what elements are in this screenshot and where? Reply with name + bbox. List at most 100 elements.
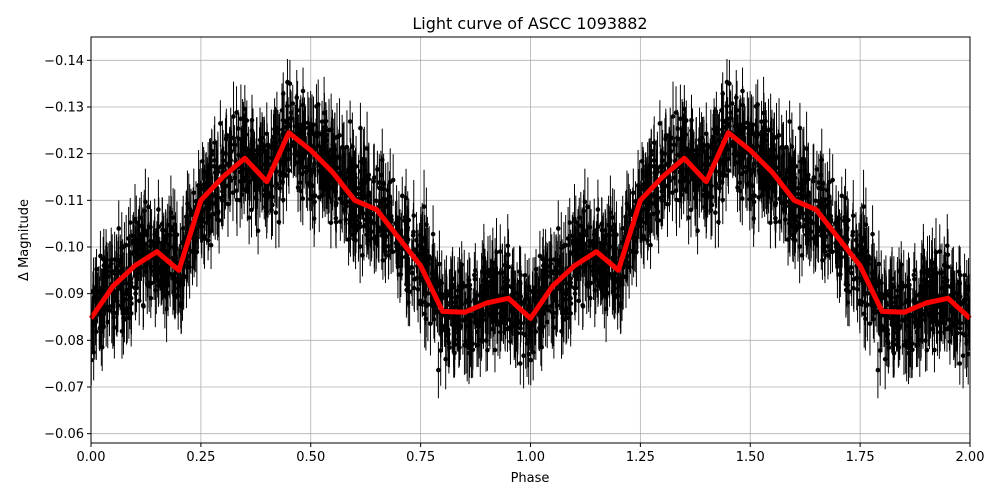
data-point bbox=[447, 345, 452, 350]
data-point bbox=[142, 227, 147, 232]
data-point bbox=[473, 320, 478, 325]
data-point bbox=[880, 296, 885, 301]
data-point bbox=[219, 196, 224, 201]
data-point bbox=[961, 331, 966, 336]
data-point bbox=[559, 246, 564, 251]
data-point bbox=[667, 154, 672, 159]
data-point bbox=[857, 299, 862, 304]
data-point bbox=[412, 277, 417, 282]
data-point bbox=[582, 242, 587, 247]
data-point bbox=[358, 126, 363, 131]
data-point bbox=[740, 196, 745, 201]
data-point bbox=[300, 196, 305, 201]
data-point bbox=[424, 303, 429, 308]
data-point bbox=[209, 175, 214, 180]
data-point bbox=[126, 236, 131, 241]
data-point bbox=[269, 208, 274, 213]
data-point bbox=[786, 237, 791, 242]
data-point bbox=[801, 181, 806, 186]
data-point bbox=[428, 321, 433, 326]
data-point bbox=[338, 196, 343, 201]
data-point bbox=[141, 304, 146, 309]
data-point bbox=[312, 216, 317, 221]
data-point bbox=[787, 119, 792, 124]
data-point bbox=[955, 296, 960, 301]
data-point bbox=[812, 236, 817, 241]
data-point bbox=[908, 313, 913, 318]
data-point bbox=[906, 278, 911, 283]
data-point bbox=[861, 204, 866, 209]
data-point bbox=[274, 210, 279, 215]
data-point bbox=[226, 202, 231, 207]
data-point bbox=[600, 266, 605, 271]
data-point bbox=[815, 167, 820, 172]
data-point bbox=[845, 237, 850, 242]
data-point bbox=[545, 274, 550, 279]
data-point bbox=[830, 178, 835, 183]
data-point bbox=[488, 314, 493, 319]
data-point bbox=[665, 202, 670, 207]
data-point bbox=[361, 181, 366, 186]
data-point bbox=[156, 207, 161, 212]
data-point bbox=[777, 196, 782, 201]
data-point bbox=[212, 158, 217, 163]
data-point bbox=[391, 178, 396, 183]
data-point bbox=[329, 220, 334, 225]
data-point bbox=[296, 185, 301, 190]
data-point bbox=[751, 122, 756, 127]
data-point bbox=[574, 286, 579, 291]
data-point bbox=[227, 154, 232, 159]
data-point bbox=[735, 185, 740, 190]
data-point bbox=[649, 149, 654, 154]
data-point bbox=[644, 220, 649, 225]
data-point bbox=[410, 271, 415, 276]
data-point bbox=[305, 182, 310, 187]
data-point bbox=[398, 229, 403, 234]
data-point bbox=[655, 211, 660, 216]
data-point bbox=[329, 127, 334, 132]
data-point bbox=[107, 308, 112, 313]
data-point bbox=[116, 226, 121, 231]
data-point bbox=[871, 317, 876, 322]
data-point bbox=[780, 145, 785, 150]
data-point bbox=[958, 273, 963, 278]
data-point bbox=[156, 283, 161, 288]
data-point bbox=[713, 210, 718, 215]
data-point bbox=[343, 217, 348, 222]
data-point bbox=[391, 249, 396, 254]
data-point bbox=[648, 175, 653, 180]
data-point bbox=[605, 291, 610, 296]
data-point bbox=[404, 196, 409, 201]
data-point bbox=[845, 267, 850, 272]
data-point bbox=[216, 211, 221, 216]
data-point bbox=[494, 250, 499, 255]
data-point bbox=[642, 237, 647, 242]
data-point bbox=[547, 308, 552, 313]
data-point bbox=[783, 217, 788, 222]
data-point bbox=[439, 281, 444, 286]
data-point bbox=[709, 145, 714, 150]
data-point bbox=[558, 264, 563, 269]
data-point bbox=[934, 250, 939, 255]
data-point bbox=[625, 220, 630, 225]
data-point bbox=[920, 312, 925, 317]
data-point bbox=[91, 350, 96, 355]
data-point bbox=[160, 266, 165, 271]
data-point bbox=[93, 297, 98, 302]
data-point bbox=[348, 119, 353, 124]
data-point bbox=[910, 341, 915, 346]
data-point bbox=[668, 178, 673, 183]
data-point bbox=[209, 243, 214, 248]
data-point bbox=[152, 232, 157, 237]
data-point bbox=[422, 204, 427, 209]
data-point bbox=[737, 180, 742, 185]
data-point bbox=[790, 144, 795, 149]
data-point bbox=[755, 102, 760, 107]
data-point bbox=[166, 291, 171, 296]
data-point bbox=[765, 177, 770, 182]
data-point bbox=[556, 226, 561, 231]
data-point bbox=[532, 297, 537, 302]
data-point bbox=[833, 221, 838, 226]
data-point bbox=[202, 237, 207, 242]
data-point bbox=[627, 206, 632, 211]
